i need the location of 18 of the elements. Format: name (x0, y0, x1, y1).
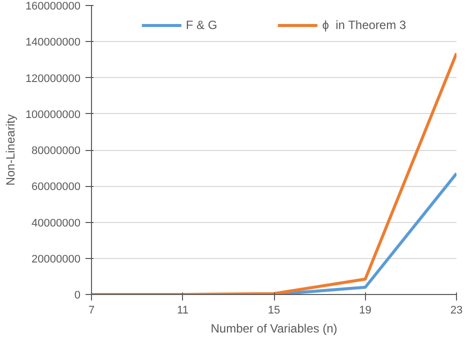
legend-label: ϕ in Theorem 3 (322, 18, 406, 32)
y-tick-label: 40000000 (32, 217, 81, 230)
y-tick-label: 80000000 (32, 145, 81, 157)
y-tick-label: 120000000 (25, 72, 81, 85)
y-tick-label: 0 (74, 290, 81, 302)
legend-label: F & G (186, 18, 218, 32)
x-tick-label: 15 (268, 304, 280, 316)
y-tick-label: 100000000 (25, 108, 81, 121)
y-tick-label: 140000000 (25, 36, 81, 49)
y-tick-label: 20000000 (32, 253, 81, 266)
x-tick-label: 23 (450, 304, 463, 316)
x-axis-title: Number of Variables (n) (210, 322, 338, 336)
y-tick-label: 160000000 (25, 0, 81, 12)
x-tick-label: 19 (359, 304, 372, 316)
x-tick-label: 7 (88, 304, 95, 316)
y-tick-label: 60000000 (32, 181, 81, 194)
y-axis-title: Non-Linearity (3, 114, 18, 186)
x-tick-label: 11 (177, 304, 188, 316)
